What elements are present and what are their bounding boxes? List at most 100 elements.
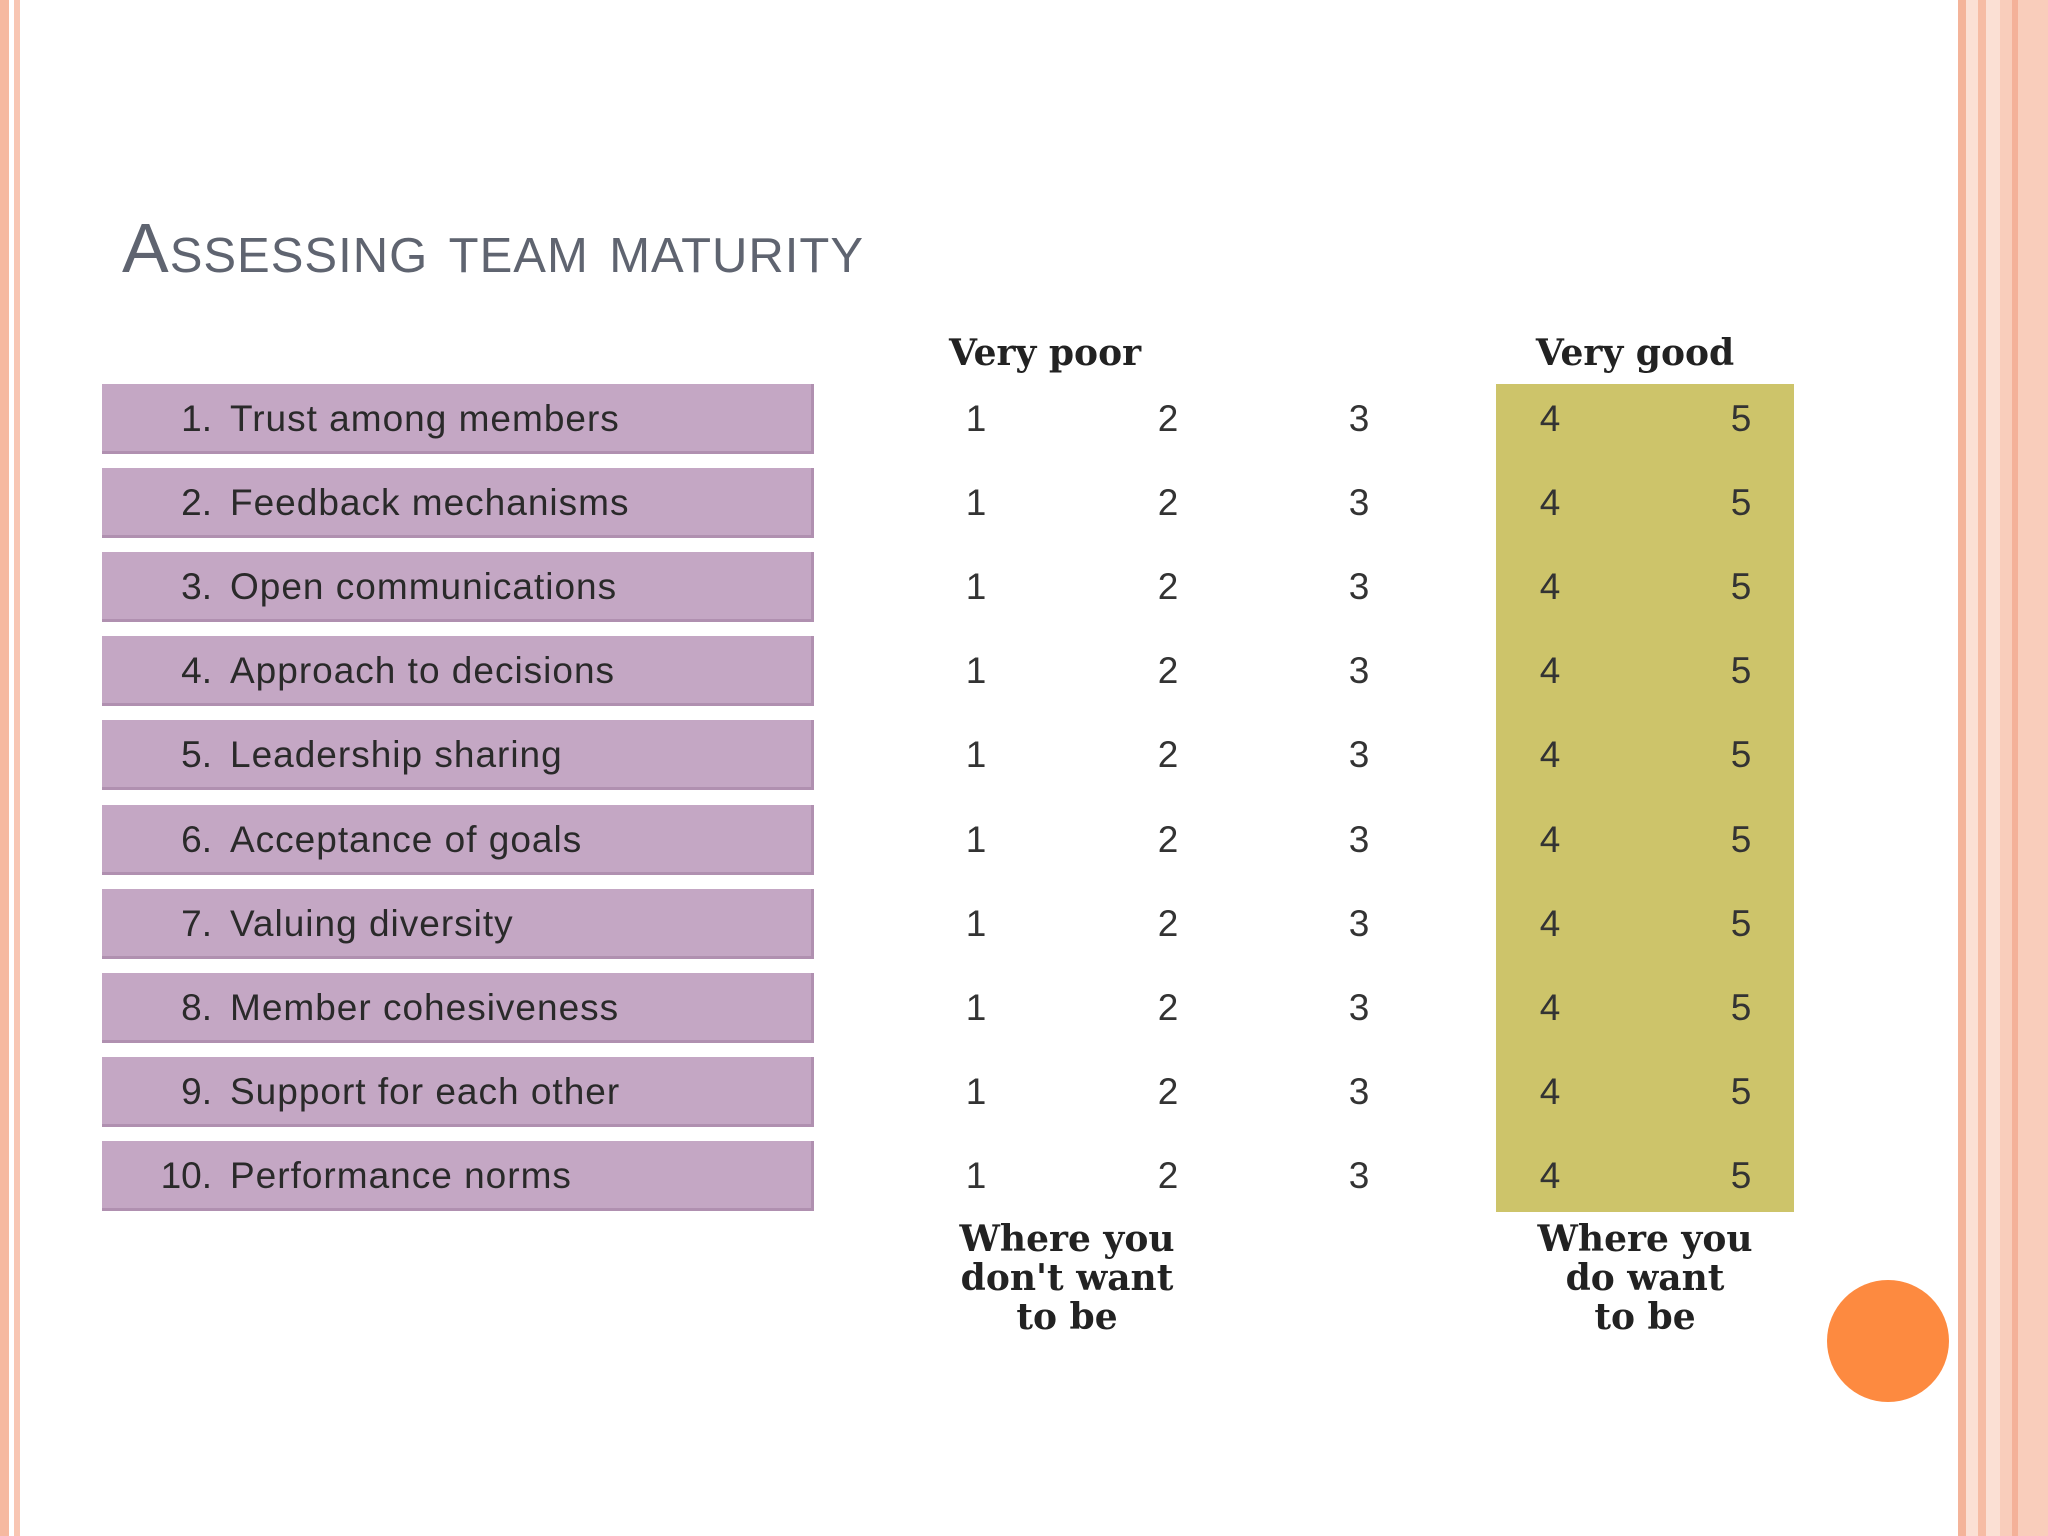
item-number: 7. [181,903,212,944]
score-option: 4 [1539,734,1561,775]
item-label-box: 9. Support for each other [102,1057,814,1127]
score-option: 1 [965,482,987,523]
score-option: 5 [1730,482,1752,523]
table-row: 5. Leadership sharing 1 2 3 4 5 [0,720,2048,790]
score-option: 5 [1730,650,1752,691]
score-option: 5 [1730,398,1752,439]
score-option: 4 [1539,987,1561,1028]
score-option: 4 [1539,903,1561,944]
table-row: 10. Performance norms 1 2 3 4 5 [0,1141,2048,1211]
score-option: 5 [1730,987,1752,1028]
item-label-box: 2. Feedback mechanisms [102,468,814,538]
score-option: 3 [1348,398,1370,439]
item-number: 5. [181,734,212,775]
score-option: 2 [1157,566,1179,607]
item-number: 6. [181,819,212,860]
table-row: 1. Trust among members 1 2 3 4 5 [0,384,2048,454]
item-label-box: 4. Approach to decisions [102,636,814,706]
score-option: 2 [1157,819,1179,860]
slide-border-right-line [2000,0,2048,1536]
item-label: Trust among members [230,398,620,439]
item-label-box: 7. Valuing diversity [102,889,814,959]
label-line: don't want [960,1257,1174,1299]
item-number: 8. [181,987,212,1028]
score-option: 2 [1157,650,1179,691]
score-option: 1 [965,566,987,607]
item-label-box: 1. Trust among members [102,384,814,454]
slide-border-right-line [1978,0,1986,1536]
score-option: 4 [1539,1155,1561,1196]
label-where-you-do-want-to-be: Where you do want to be [1480,1220,1810,1337]
item-label-box: 8. Member cohesiveness [102,973,814,1043]
item-label: Support for each other [230,1071,621,1112]
score-option: 2 [1157,734,1179,775]
good-zone-highlight [1496,384,1794,1212]
score-option: 5 [1730,734,1752,775]
score-option: 4 [1539,566,1561,607]
score-option: 4 [1539,398,1561,439]
slide-border-right-line [1958,0,1966,1536]
table-row: 4. Approach to decisions 1 2 3 4 5 [0,636,2048,706]
slide-border-left [0,0,9,1536]
score-option: 3 [1348,987,1370,1028]
item-label: Acceptance of goals [230,819,583,860]
score-option: 1 [965,398,987,439]
label-line: Where you [1537,1218,1753,1260]
item-number: 1. [181,398,212,439]
table-row: 6. Acceptance of goals 1 2 3 4 5 [0,805,2048,875]
slide-border-right-line [2012,0,2018,1536]
table-row: 3. Open communications 1 2 3 4 5 [0,552,2048,622]
score-option: 2 [1157,482,1179,523]
score-option: 2 [1157,1071,1179,1112]
orange-circle-decoration [1827,1280,1949,1402]
label-line: to be [1594,1296,1696,1338]
item-number: 2. [181,482,212,523]
score-option: 3 [1348,482,1370,523]
item-number: 9. [181,1071,212,1112]
item-label: Feedback mechanisms [230,482,630,523]
score-option: 2 [1157,987,1179,1028]
table-row: 8. Member cohesiveness 1 2 3 4 5 [0,973,2048,1043]
score-option: 3 [1348,903,1370,944]
score-option: 5 [1730,819,1752,860]
score-option: 3 [1348,734,1370,775]
score-option: 3 [1348,819,1370,860]
item-label-box: 6. Acceptance of goals [102,805,814,875]
scale-label-very-good: Very good [1535,332,1735,374]
score-option: 5 [1730,903,1752,944]
score-option: 4 [1539,819,1561,860]
label-line: Where you [959,1218,1175,1260]
item-label: Performance norms [230,1155,572,1196]
item-label-box: 10. Performance norms [102,1141,814,1211]
score-option: 2 [1157,903,1179,944]
label-line: to be [1016,1296,1118,1338]
item-label: Member cohesiveness [230,987,620,1028]
score-option: 3 [1348,1155,1370,1196]
table-row: 9. Support for each other 1 2 3 4 5 [0,1057,2048,1127]
score-option: 1 [965,903,987,944]
score-option: 4 [1539,482,1561,523]
slide-border-left-line [14,0,20,1536]
score-option: 5 [1730,1071,1752,1112]
score-option: 4 [1539,650,1561,691]
item-label-box: 5. Leadership sharing [102,720,814,790]
scale-label-very-poor: Very poor [948,332,1142,374]
score-option: 1 [965,734,987,775]
score-option: 2 [1157,1155,1179,1196]
score-option: 3 [1348,1071,1370,1112]
label-line: do want [1565,1257,1725,1299]
score-option: 3 [1348,566,1370,607]
score-option: 3 [1348,650,1370,691]
score-option: 5 [1730,1155,1752,1196]
label-where-you-dont-want-to-be: Where you don't want to be [902,1220,1232,1337]
score-option: 2 [1157,398,1179,439]
item-number: 4. [181,650,212,691]
table-row: 2. Feedback mechanisms 1 2 3 4 5 [0,468,2048,538]
item-label: Open communications [230,566,618,607]
item-label: Leadership sharing [230,734,563,775]
score-option: 1 [965,1071,987,1112]
item-label: Valuing diversity [230,903,514,944]
score-option: 1 [965,987,987,1028]
item-label-box: 3. Open communications [102,552,814,622]
table-row: 7. Valuing diversity 1 2 3 4 5 [0,889,2048,959]
